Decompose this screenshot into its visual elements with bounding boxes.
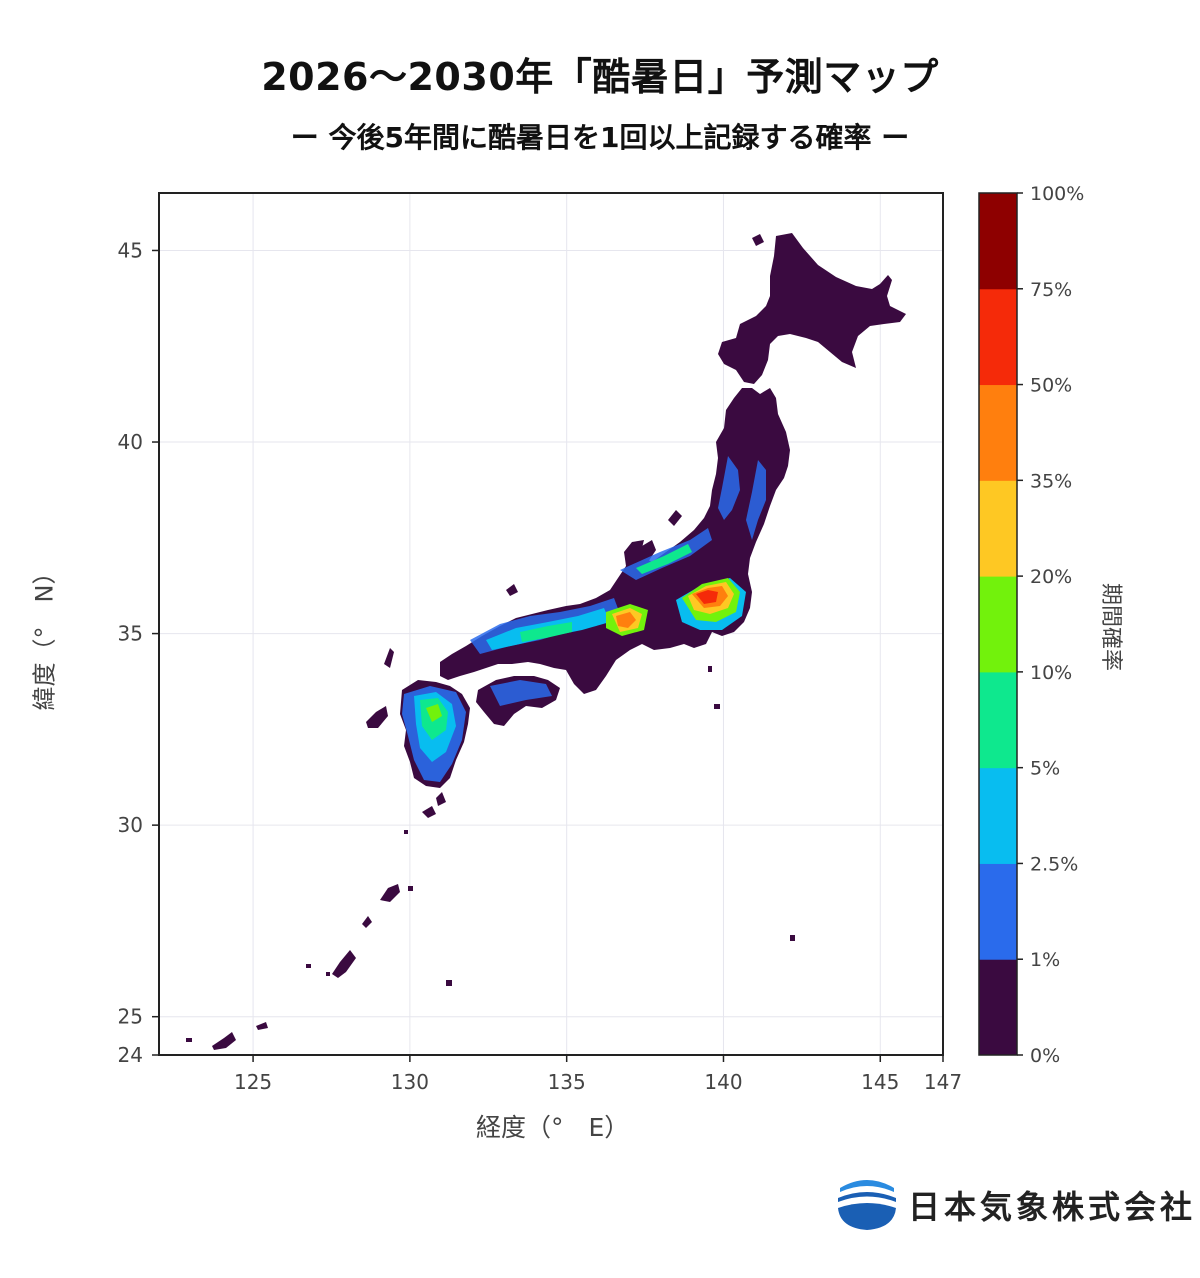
zone-1pct-tohoku-east xyxy=(746,460,766,540)
colorbar-tick-label: 0% xyxy=(1030,1045,1060,1067)
yaeyama-land xyxy=(212,1032,236,1050)
x-tick-label: 130 xyxy=(391,1070,429,1094)
colorbar-segment xyxy=(979,863,1017,960)
tokara-land xyxy=(408,886,413,891)
colorbar-segment xyxy=(979,959,1017,1056)
x-tick-label: 125 xyxy=(234,1070,272,1094)
colorbar-segment xyxy=(979,193,1017,290)
colorbar-tick-label: 1% xyxy=(1030,949,1060,971)
x-tick-label: 145 xyxy=(861,1070,899,1094)
sado-land xyxy=(668,510,682,526)
colorbar-segment xyxy=(979,576,1017,673)
zone-1pct-tohoku xyxy=(718,456,740,520)
company-logo-icon xyxy=(838,1180,896,1230)
tanegashima-land xyxy=(422,806,436,818)
colorbar-tick-label: 100% xyxy=(1030,183,1084,205)
zone-10pct-kinki xyxy=(520,622,572,642)
company-name: 日本気象株式会社 xyxy=(908,1188,1197,1226)
colorbar-tick-label: 50% xyxy=(1030,375,1072,397)
daito-land xyxy=(446,980,452,986)
y-tick-label: 45 xyxy=(118,238,143,262)
oki-islands-land xyxy=(506,584,518,596)
y-tick-label: 24 xyxy=(118,1043,143,1067)
yonaguni-land xyxy=(186,1038,192,1042)
y-tick-label: 25 xyxy=(118,1005,143,1029)
rishiri-land xyxy=(752,234,764,246)
grid-lines xyxy=(159,193,943,1055)
amami-land xyxy=(380,884,400,902)
kuchinoshima-land xyxy=(404,830,408,834)
tsushima-land xyxy=(384,648,394,668)
colorbar: 0% 1% 2.5% 5% 10% 20% 35% 50% 75% 100% xyxy=(978,183,1084,1067)
x-tick-label: 140 xyxy=(704,1070,742,1094)
hachijo-land xyxy=(714,704,720,709)
x-tick-label: 135 xyxy=(548,1070,586,1094)
izu-islands-land xyxy=(708,666,712,672)
okinawa-land xyxy=(332,950,356,978)
aguni-land xyxy=(326,972,330,976)
colorbar-tick-label: 5% xyxy=(1030,758,1060,780)
yakushima-land xyxy=(436,792,446,806)
probability-overlay xyxy=(402,456,766,782)
colorbar-tick-label: 10% xyxy=(1030,662,1072,684)
goto-islands-land xyxy=(366,706,388,728)
zone-10pct-hokuriku xyxy=(636,544,692,574)
zone-75pct-kanto xyxy=(696,590,718,604)
map-plot-area: 125 130 135 140 145 147 24 25 30 35 40 45 xyxy=(118,192,962,1094)
x-axis-label: 経度（° E） xyxy=(476,1113,630,1142)
chart-title: 2026〜2030年「酷暑日」予測マップ xyxy=(261,55,939,99)
colorbar-segment xyxy=(979,288,1017,386)
plot-frame xyxy=(158,192,944,1056)
colorbar-tick-label: 35% xyxy=(1030,470,1072,492)
x-axis-ticks: 125 130 135 140 145 147 xyxy=(234,1055,962,1094)
colorbar-segment xyxy=(979,384,1017,481)
colorbar-frame xyxy=(978,192,1018,1056)
tokunoshima-land xyxy=(362,916,372,928)
zone-50pct-nobi xyxy=(616,612,636,628)
colorbar-segment xyxy=(979,767,1017,864)
colorbar-segment xyxy=(979,671,1017,769)
y-tick-label: 35 xyxy=(118,622,143,646)
y-axis-ticks: 24 25 30 35 40 45 xyxy=(118,238,159,1067)
colorbar-tick-label: 20% xyxy=(1030,566,1072,588)
y-tick-label: 40 xyxy=(118,430,143,454)
y-tick-label: 30 xyxy=(118,813,143,837)
zone-1pct-shikoku xyxy=(490,680,552,706)
chart-subtitle: ー 今後5年間に酷暑日を1回以上記録する確率 ー xyxy=(290,121,910,154)
hokkaido-land xyxy=(718,233,906,384)
colorbar-tick-label: 2.5% xyxy=(1030,853,1078,875)
miyako-land xyxy=(256,1022,268,1030)
torishima-land xyxy=(790,935,795,941)
kume-land xyxy=(306,964,311,968)
zone-20pct-kyushu xyxy=(426,704,442,722)
x-tick-label: 147 xyxy=(924,1070,962,1094)
colorbar-tick-label: 75% xyxy=(1030,279,1072,301)
colorbar-segment xyxy=(979,480,1017,577)
